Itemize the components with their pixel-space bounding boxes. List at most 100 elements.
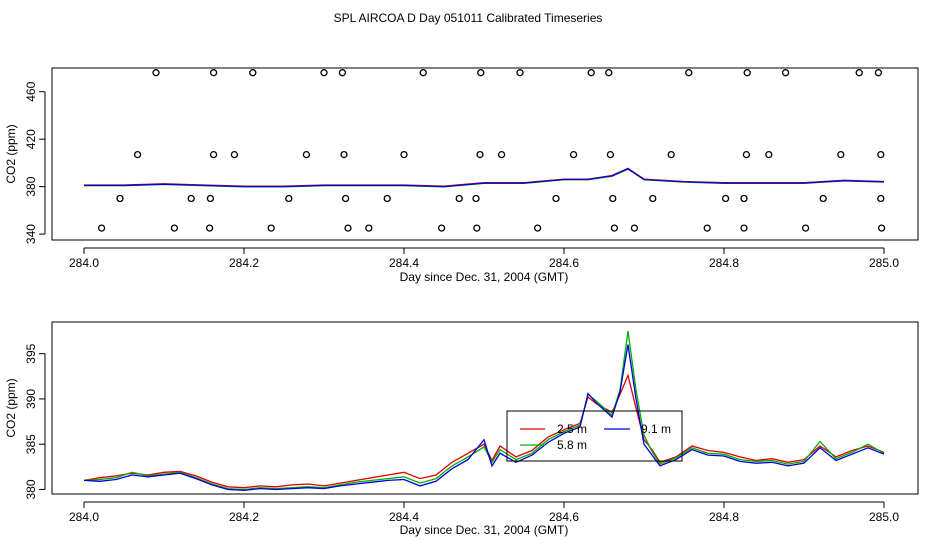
top-marker-point [855,69,863,77]
top-marker-point [249,69,257,77]
top-marker-point [819,194,827,203]
bottom-y-axis: 380 385 390 395 [24,343,46,499]
top-marker-point [742,150,751,159]
top-marker-point [230,150,239,159]
top-marker-point [605,69,613,77]
top-marker-point [743,69,751,77]
bottom-y-label: CO2 (ppm) [4,378,18,437]
top-x-tick-label: 284.2 [229,256,259,270]
top-marker-point [285,194,293,203]
legend-label: 5.8 m [557,438,587,452]
top-marker-point [685,69,693,77]
top-x-tick-label: 284.0 [69,256,99,270]
top-y-tick-label: 420 [24,129,38,149]
bottom-x-axis: 284.0 284.2 284.4 284.6 284.8 285.0 [69,501,899,524]
bottom-y-tick-label: 380 [24,479,38,499]
bottom-series-line-5-8-m [83,331,885,491]
top-marker-point [170,224,179,232]
top-y-tick-label: 340 [24,224,38,244]
top-marker-point [703,224,711,232]
top-markers [97,69,886,232]
legend-label: 9.1 m [641,422,671,436]
top-marker-point [837,150,845,159]
top-marker-point [383,194,391,203]
top-series-line-5-8-m [84,168,885,188]
top-marker-point [552,194,560,203]
top-marker-point [765,150,773,159]
top-y-tick-label: 460 [24,81,38,101]
figure-title: SPL AIRCOA D Day 051011 Calibrated Times… [334,11,603,25]
top-marker-point [649,194,657,203]
top-marker-point [97,224,106,232]
top-marker-point [267,224,275,232]
bottom-plot-frame [51,321,919,495]
top-marker-point [341,194,350,203]
top-marker-point [344,224,352,232]
top-marker-point [606,150,615,159]
bottom-y-tick-label: 395 [24,343,38,363]
top-marker-point [721,194,730,203]
bottom-series-line-9-1-m [83,344,885,492]
top-marker-point [302,150,311,159]
top-marker-point [320,69,328,77]
top-marker-point [516,69,524,77]
top-marker-point [419,69,427,77]
top-marker-point [338,69,347,77]
legend-label: 2.5 m [557,422,587,436]
top-marker-point [533,224,542,232]
bottom-x-tick-label: 284.2 [229,510,259,524]
top-series-line-9-1-m [84,168,885,188]
bottom-x-tick-label: 284.8 [709,510,739,524]
top-marker-point [497,150,506,159]
top-marker-point [740,194,748,203]
top-marker-point [477,69,485,77]
bottom-series-line-2-5-m [83,373,885,489]
top-y-tick-label: 380 [24,176,38,196]
top-marker-point [473,224,481,232]
top-marker-point [877,150,885,159]
top-panel: 284.0 284.2 284.4 284.6 284.8 285.0 340 380 420… [4,67,919,284]
top-marker-point [206,194,215,203]
top-y-label: CO2 (ppm) [4,124,18,183]
top-marker-point [340,150,348,159]
top-marker-point [365,224,373,232]
top-series-lines [84,167,885,188]
bottom-x-tick-label: 284.4 [389,510,419,524]
top-marker-point [877,224,886,232]
top-x-tick-label: 285.0 [869,256,899,270]
top-marker-point [455,194,463,203]
top-marker-point [781,69,790,77]
top-marker-point [133,150,142,159]
bottom-legend: 2.5 m 5.8 m 9.1 m [506,410,683,462]
top-marker-point [801,224,810,232]
top-x-tick-label: 284.8 [709,256,739,270]
top-marker-point [205,224,214,232]
bottom-x-tick-label: 284.6 [549,510,579,524]
top-marker-point [476,150,484,159]
bottom-x-label: Day since Dec. 31, 2004 (GMT) [400,523,569,537]
top-marker-point [152,69,160,77]
bottom-y-tick-label: 390 [24,389,38,409]
top-marker-point [437,224,446,232]
top-marker-point [740,224,748,232]
top-plot-frame [51,67,919,241]
top-marker-point [667,150,675,159]
top-marker-point [187,194,195,203]
top-marker-point [610,224,619,232]
top-marker-point [472,194,480,203]
top-x-tick-label: 284.4 [389,256,419,270]
top-y-axis: 340 380 420 460 [24,81,46,244]
legend-box [506,410,683,462]
bottom-series-lines [83,331,885,492]
bottom-panel: 284.0 284.2 284.4 284.6 284.8 285.0 380 385 390… [4,321,919,537]
top-marker-point [116,194,124,203]
top-marker-point [877,194,885,203]
top-marker-point [874,69,883,77]
top-marker-point [630,224,639,232]
top-marker-point [569,150,578,159]
bottom-x-tick-label: 284.0 [69,510,99,524]
top-marker-point [587,69,595,77]
bottom-y-tick-label: 385 [24,434,38,454]
top-marker-point [209,69,218,77]
